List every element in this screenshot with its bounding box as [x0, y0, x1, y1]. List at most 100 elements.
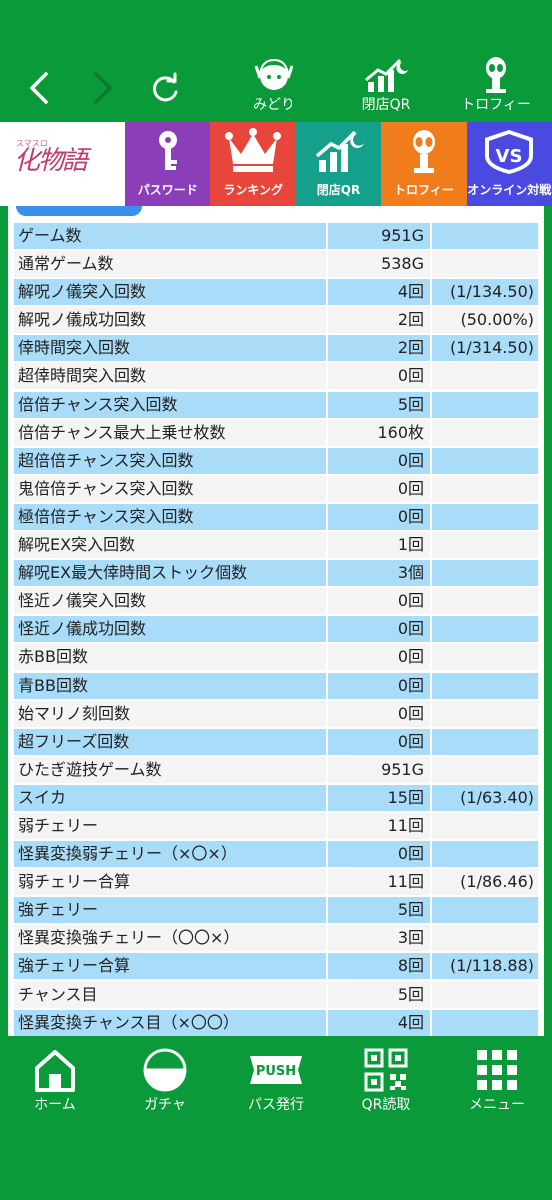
- tab-online-battle[interactable]: VS オンライン対戦: [466, 122, 552, 206]
- stat-extra: [432, 644, 538, 671]
- bottomnav-home[interactable]: ホーム: [0, 1048, 110, 1114]
- table-row: 強チェリー合算 8回 (1/118.88): [14, 953, 538, 981]
- stat-name: 怪近ノ儀成功回数: [14, 616, 326, 643]
- stat-value: 15回: [328, 784, 430, 811]
- stat-name: ひたぎ遊技ゲーム数: [14, 756, 326, 783]
- stat-name: 鬼倍倍チャンス突入回数: [14, 475, 326, 502]
- topnav-trophy-label: トロフィー: [461, 97, 531, 113]
- stat-value: 8回: [328, 953, 430, 980]
- stat-extra: [432, 728, 538, 755]
- stat-value: 0回: [328, 616, 430, 643]
- table-row: 超倍倍チャンス突入回数 0回: [14, 447, 538, 476]
- stat-value: 2回: [328, 335, 430, 362]
- reload-button[interactable]: [146, 68, 186, 108]
- stat-name: 超倖時間突入回数: [14, 363, 326, 390]
- stat-extra: [432, 223, 538, 249]
- bottomnav-pass-issue[interactable]: PUSH パス発行: [221, 1048, 331, 1114]
- table-row: 強チェリー 5回: [14, 897, 538, 925]
- stat-extra: (1/118.88): [432, 953, 538, 980]
- table-row: 怪異変換チャンス目（×〇〇） 4回: [14, 1009, 538, 1036]
- stat-extra: [432, 925, 538, 952]
- vs-badge-icon: VS: [485, 130, 534, 174]
- chart-moon-icon: [365, 58, 408, 92]
- stat-name: 倍倍チャンス突入回数: [14, 391, 326, 418]
- stat-extra: [432, 532, 538, 559]
- bottomnav-menu-label: メニュー: [469, 1097, 525, 1113]
- bottomnav-qr-read-label: QR読取: [361, 1097, 411, 1113]
- table-row: 極倍倍チャンス突入回数 0回: [14, 503, 538, 532]
- table-row: チャンス目 5回: [14, 981, 538, 1010]
- table-row: 怪近ノ儀成功回数 0回: [14, 616, 538, 644]
- stat-value: 0回: [328, 447, 430, 474]
- stat-name: 超フリーズ回数: [14, 728, 326, 755]
- table-row: スイカ 15回 (1/63.40): [14, 784, 538, 813]
- stat-extra: [432, 447, 538, 474]
- tab-ranking[interactable]: ランキング: [210, 122, 296, 206]
- table-row: 怪異変換弱チェリー（×〇×） 0回: [14, 841, 538, 869]
- stat-value: 538G: [328, 251, 430, 278]
- stat-value: 0回: [328, 475, 430, 502]
- stat-extra: (1/63.40): [432, 784, 538, 811]
- stat-value: 11回: [328, 812, 430, 839]
- table-row: 解呪EX突入回数 1回: [14, 532, 538, 560]
- stat-name: 強チェリー: [14, 897, 326, 924]
- stat-value: 951G: [328, 756, 430, 783]
- table-row: 通常ゲーム数 538G: [14, 251, 538, 279]
- tab-online-battle-label: オンライン対戦: [467, 183, 552, 197]
- stat-value: 5回: [328, 897, 430, 924]
- stat-value: 2回: [328, 307, 430, 334]
- stat-name: 赤BB回数: [14, 644, 326, 671]
- stat-extra: [432, 672, 538, 699]
- forward-button[interactable]: [82, 68, 122, 108]
- stats-table: ゲーム数 951G 通常ゲーム数 538G 解呪ノ儀突入回数 4回 (1/134.50) 解呪…: [14, 223, 538, 1036]
- stat-extra: [432, 756, 538, 783]
- stat-value: 3回: [328, 925, 430, 952]
- stat-name: 弱チェリー: [14, 812, 326, 839]
- table-row: 青BB回数 0回: [14, 672, 538, 701]
- tab-closing-qr[interactable]: 閉店QR: [295, 122, 382, 206]
- stat-extra: [432, 503, 538, 530]
- stat-extra: [432, 391, 538, 418]
- tab-trophy[interactable]: トロフィー: [381, 122, 467, 206]
- game-logo[interactable]: スマスロ 化物語: [0, 122, 126, 206]
- table-row: 倍倍チャンス突入回数 5回: [14, 391, 538, 420]
- stat-name: 怪異変換強チェリー（〇〇×）: [14, 925, 326, 952]
- table-row: 始マリノ刻回数 0回: [14, 700, 538, 729]
- stat-value: 0回: [328, 841, 430, 868]
- bottomnav-gacha-label: ガチャ: [144, 1097, 186, 1113]
- stat-name: 怪異変換弱チェリー（×〇×）: [14, 841, 326, 868]
- stat-extra: (1/134.50): [432, 279, 538, 306]
- table-row: 解呪ノ儀突入回数 4回 (1/134.50): [14, 279, 538, 307]
- topnav-closing-qr[interactable]: 閉店QR: [341, 56, 431, 118]
- stat-value: 0回: [328, 728, 430, 755]
- tab-trophy-label: トロフィー: [394, 183, 454, 197]
- topnav-midori[interactable]: みどり: [229, 56, 319, 118]
- stat-name: 解呪EX最大倖時間ストック個数: [14, 560, 326, 587]
- topnav-closing-qr-label: 閉店QR: [361, 97, 411, 113]
- tab-password[interactable]: パスワード: [125, 122, 211, 206]
- table-row: 倍倍チャンス最大上乗せ枚数 160枚: [14, 419, 538, 448]
- stats-panel: ゲーム数 951G 通常ゲーム数 538G 解呪ノ儀突入回数 4回 (1/134.50) 解呪…: [8, 206, 544, 1036]
- stat-value: 0回: [328, 700, 430, 727]
- table-row: 怪近ノ儀突入回数 0回: [14, 588, 538, 616]
- bottomnav-qr-read[interactable]: QR読取: [331, 1048, 441, 1114]
- chevron-right-icon: [94, 72, 113, 104]
- top-nav-bar: みどり 閉店QR トロフィー: [0, 0, 552, 122]
- bottomnav-gacha[interactable]: ガチャ: [110, 1048, 220, 1114]
- table-row: 弱チェリー 11回: [14, 812, 538, 841]
- table-row: 弱チェリー合算 11回 (1/86.46): [14, 869, 538, 897]
- topnav-trophy[interactable]: トロフィー: [451, 56, 541, 118]
- tab-password-label: パスワード: [137, 183, 198, 197]
- stat-extra: [432, 897, 538, 924]
- bottomnav-menu[interactable]: メニュー: [442, 1048, 552, 1114]
- stat-extra: [432, 419, 538, 446]
- reload-icon: [152, 72, 178, 102]
- stat-value: 1回: [328, 532, 430, 559]
- back-button[interactable]: [20, 68, 60, 108]
- stat-value: 0回: [328, 588, 430, 615]
- stat-extra: [432, 616, 538, 643]
- push-icon: PUSH: [250, 1056, 302, 1084]
- stat-value: 4回: [328, 279, 430, 306]
- stat-name: 通常ゲーム数: [14, 251, 326, 278]
- stat-value: 951G: [328, 223, 430, 249]
